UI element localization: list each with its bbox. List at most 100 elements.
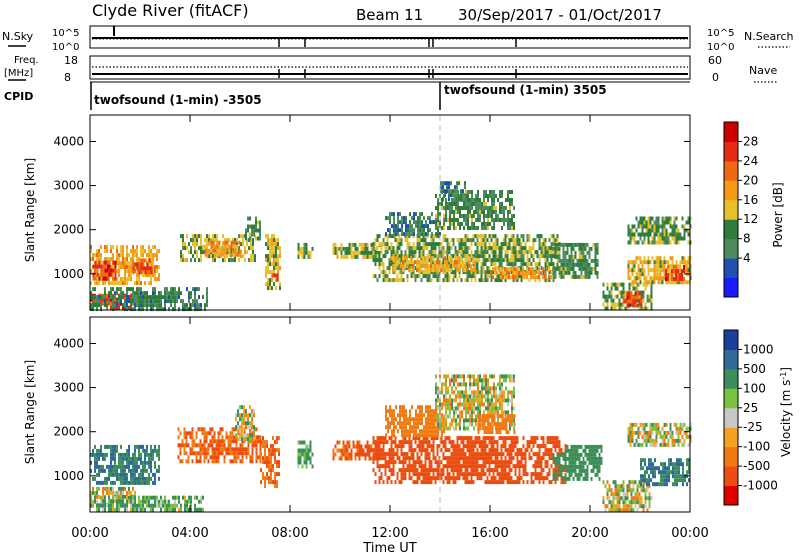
heatmap-cell [520,262,523,267]
heatmap-cell [215,459,218,464]
heatmap-cell [374,238,377,243]
heatmap-cell [102,486,104,491]
heatmap-cell [396,476,399,481]
heatmap-cell [210,244,213,249]
heatmap-cell [400,258,403,263]
heatmap-cell [406,242,409,247]
heatmap-cell [466,278,469,283]
heatmap-cell [592,242,595,247]
heatmap-cell [653,276,656,281]
heatmap-cell [538,456,541,461]
heatmap-cell [454,246,457,251]
heatmap-cell [380,472,383,477]
heatmap-cell [138,448,140,453]
heatmap-cell [114,507,116,512]
heatmap-cell [110,468,112,473]
heatmap-cell [409,433,411,438]
heatmap-cell [626,291,629,296]
heatmap-cell [356,444,359,449]
heatmap-cell [460,472,463,477]
heatmap-cell [492,254,495,259]
heatmap-cell [138,299,140,304]
heatmap-cell [538,452,541,457]
heatmap-cell [148,476,150,481]
heatmap-cell [582,266,585,271]
heatmap-cell [181,459,184,464]
heatmap-cell [444,436,447,441]
heatmap-cell [522,262,525,267]
heatmap-cell [234,240,237,245]
heatmap-cell [303,242,306,247]
heatmap-cell [491,202,493,206]
heatmap-cell [407,429,409,434]
heatmap-cell [516,234,519,239]
heatmap-cell [486,456,489,461]
heatmap-cell [254,258,256,263]
heatmap-cell [467,210,469,214]
heatmap-cell [134,476,136,481]
heatmap-cell [205,447,208,452]
heatmap-cell [624,306,627,311]
heatmap-cell [409,232,411,237]
heatmap-cell [475,202,477,206]
heatmap-cell [462,260,464,265]
heatmap-cell [142,503,144,508]
heatmap-cell [500,250,503,255]
heatmap-cell [426,270,429,275]
heatmap-cell [496,440,499,445]
heatmap-cell [386,250,389,255]
heatmap-cell [122,249,124,254]
heatmap-cell [514,242,517,247]
heatmap-cell [198,307,200,312]
heatmap-cell [649,228,652,233]
heatmap-cell [516,480,519,485]
heatmap-cell [564,254,567,259]
heatmap-cell [477,210,479,214]
heatmap-cell [582,246,585,251]
heatmap-cell [124,452,126,457]
heatmap-cell [148,249,150,254]
heatmap-cell [253,443,256,448]
heatmap-cell [170,291,172,296]
heatmap-cell [146,299,148,304]
heatmap-cell [558,254,561,259]
heatmap-cell [510,480,513,485]
heatmap-cell [412,246,415,251]
heatmap-cell [382,480,385,485]
heatmap-patch [372,436,567,485]
heatmap-cell [504,440,507,445]
heatmap-cell [650,286,653,291]
heatmap-cell [637,224,640,229]
heatmap-cell [544,258,547,263]
heatmap-cell [502,476,505,481]
heatmap-cell [174,499,176,504]
heatmap-cell [185,431,188,436]
heatmap-cell [548,472,551,477]
heatmap-cell [651,236,654,241]
heatmap-cell [554,444,557,449]
heatmap-cell [136,444,138,449]
heatmap-cell [667,260,670,265]
heatmap-cell [524,262,527,267]
heatmap-cell [470,436,473,441]
heatmap-cell [530,472,533,477]
heatmap-cell [500,448,503,453]
heatmap-cell [534,271,536,276]
heatmap-cell [450,444,453,449]
heatmap-cell [399,413,401,418]
heatmap-cell [136,270,139,275]
heatmap-cell [152,261,154,266]
heatmap-cell [470,268,472,273]
heatmap-cell [374,254,377,259]
heatmap-cell [148,499,150,504]
heatmap-cell [508,258,511,263]
heatmap-cell [673,216,676,221]
heatmap-cell [422,440,425,445]
heatmap-cell [472,260,474,265]
heatmap-cell [118,499,120,504]
heatmap-cell [471,198,473,202]
heatmap-cell [392,256,394,261]
heatmap-cell [227,439,230,444]
heatmap-cell [311,246,314,251]
